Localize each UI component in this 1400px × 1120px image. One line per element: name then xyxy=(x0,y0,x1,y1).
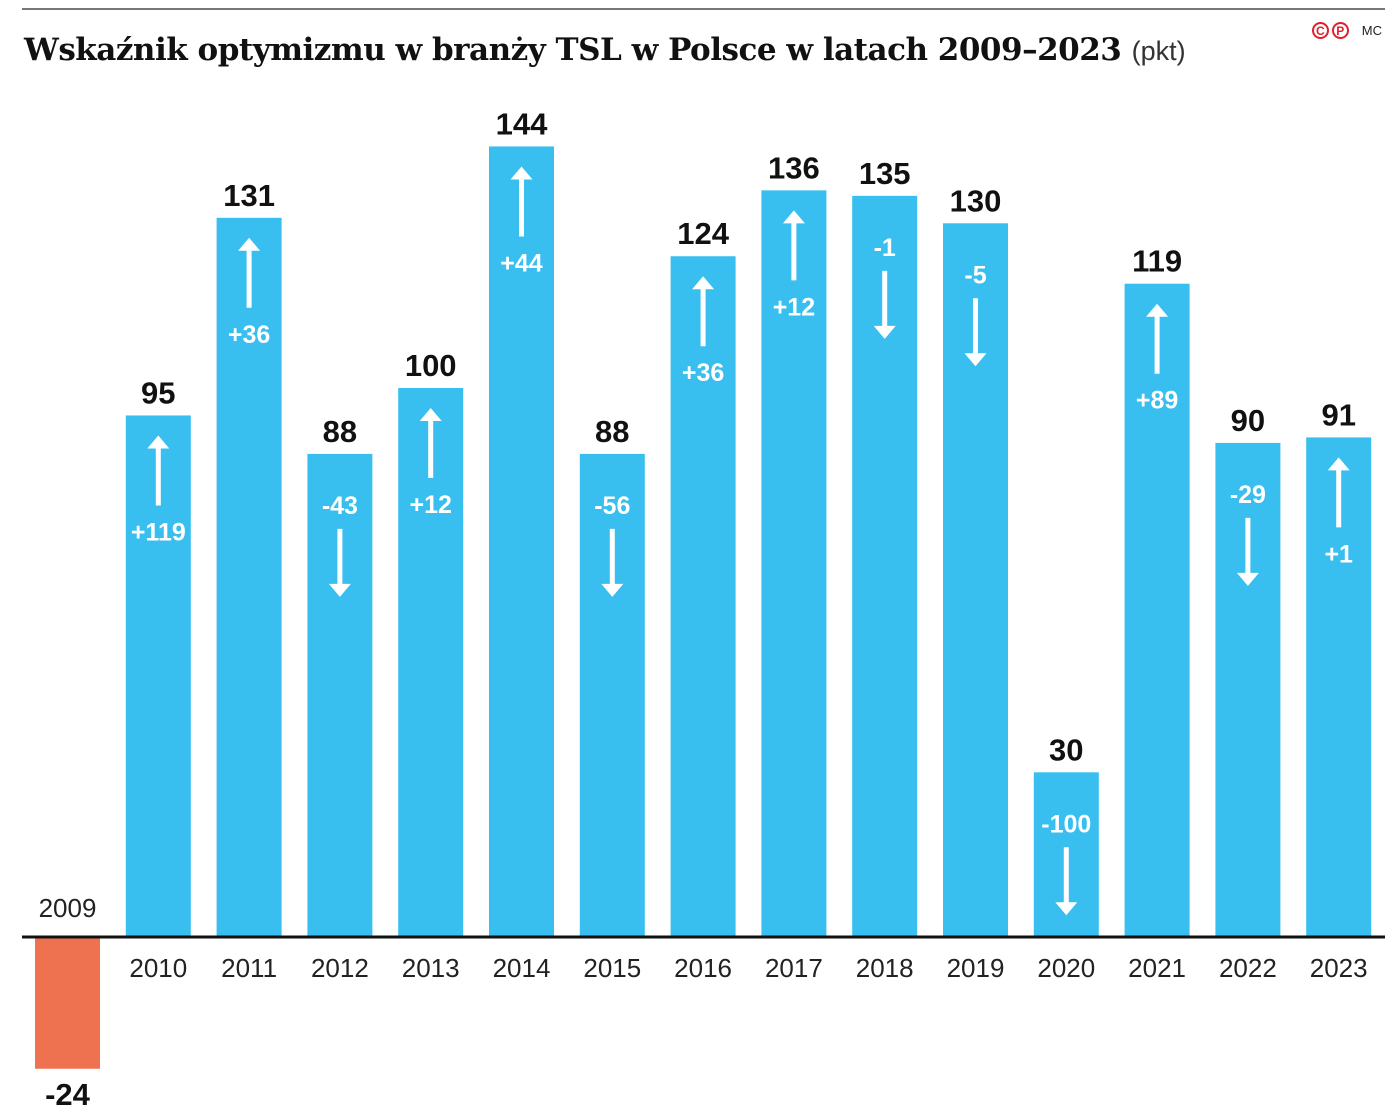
value-label-2020: 30 xyxy=(1049,732,1083,767)
change-label-2020: -100 xyxy=(1041,810,1091,838)
change-label-2016: +36 xyxy=(682,359,724,387)
bar-2011 xyxy=(216,217,282,937)
change-label-2017: +12 xyxy=(773,293,815,321)
year-label-2020: 2020 xyxy=(1037,953,1095,983)
arrow-down-icon xyxy=(328,528,351,597)
value-label-2022: 90 xyxy=(1231,403,1265,438)
arrow-down-icon xyxy=(1236,517,1259,586)
arrow-up-icon xyxy=(1146,303,1169,374)
chart-title: Wskaźnik optymizmu w branży TSL w Polsce… xyxy=(24,32,1186,68)
value-label-2021: 119 xyxy=(1132,244,1182,279)
year-label-2014: 2014 xyxy=(493,953,551,983)
year-label-2011: 2011 xyxy=(221,953,277,983)
year-label-2013: 2013 xyxy=(402,953,460,983)
value-label-2013: 100 xyxy=(405,348,457,383)
copyright-icon: C xyxy=(1311,22,1329,39)
year-label-2009: 2009 xyxy=(39,893,97,923)
change-label-2012: -43 xyxy=(322,492,358,520)
year-label-2016: 2016 xyxy=(674,953,732,983)
value-label-2017: 136 xyxy=(768,150,820,185)
year-label-2019: 2019 xyxy=(947,953,1005,983)
year-label-2012: 2012 xyxy=(311,953,369,983)
top-rule xyxy=(22,8,1385,10)
change-label-2021: +89 xyxy=(1136,387,1178,415)
year-label-2023: 2023 xyxy=(1310,953,1368,983)
bar-2013 xyxy=(398,388,464,937)
change-label-2022: -29 xyxy=(1230,481,1266,509)
year-label-2021: 2021 xyxy=(1128,953,1186,983)
value-label-2023: 91 xyxy=(1321,397,1355,432)
value-label-2009: -24 xyxy=(45,1077,91,1112)
arrow-up-icon xyxy=(782,210,805,281)
year-label-2018: 2018 xyxy=(856,953,914,983)
value-label-2019: 130 xyxy=(950,183,1002,218)
unit-label: (pkt) xyxy=(1131,36,1186,66)
change-label-2019: -5 xyxy=(964,261,986,289)
arrow-up-icon xyxy=(147,435,170,506)
value-label-2018: 135 xyxy=(859,156,911,191)
change-label-2011: +36 xyxy=(228,321,270,349)
arrow-up-icon xyxy=(419,408,442,478)
arrow-down-icon xyxy=(601,528,624,597)
value-label-2012: 88 xyxy=(323,414,357,449)
change-label-2010: +119 xyxy=(131,518,186,546)
bar-2017 xyxy=(761,190,827,938)
bar-2009 xyxy=(35,937,100,1069)
arrow-up-icon xyxy=(692,276,715,347)
change-label-2023: +1 xyxy=(1324,540,1353,568)
arrow-down-icon xyxy=(1055,847,1078,916)
year-label-2010: 2010 xyxy=(129,953,187,983)
change-label-2018: -1 xyxy=(874,234,896,262)
change-label-2013: +12 xyxy=(409,491,451,519)
arrow-up-icon xyxy=(1327,457,1350,528)
year-label-2017: 2017 xyxy=(765,953,823,983)
arrow-down-icon xyxy=(964,298,987,367)
change-label-2014: +44 xyxy=(500,249,543,277)
value-label-2015: 88 xyxy=(595,414,629,449)
bar-2022 xyxy=(1215,442,1281,937)
title-text: Wskaźnik optymizmu w branży TSL w Polsce… xyxy=(24,32,1122,68)
author-initials: MC xyxy=(1361,23,1382,38)
arrow-down-icon xyxy=(873,270,896,339)
bar-2014 xyxy=(489,146,554,937)
bar-2015 xyxy=(579,453,645,937)
bar-2016 xyxy=(670,256,736,937)
phonogram-icon: P xyxy=(1331,22,1349,39)
change-label-2015: -56 xyxy=(594,492,630,520)
arrow-up-icon xyxy=(510,166,533,237)
arrow-up-icon xyxy=(238,237,261,308)
year-label-2015: 2015 xyxy=(583,953,641,983)
value-label-2010: 95 xyxy=(141,375,175,410)
value-label-2011: 131 xyxy=(223,178,275,213)
year-label-2022: 2022 xyxy=(1219,953,1277,983)
value-label-2014: 144 xyxy=(496,106,548,141)
copyright-logo: C P MC xyxy=(1311,22,1382,39)
value-label-2016: 124 xyxy=(677,216,729,251)
bar-2021 xyxy=(1124,283,1190,937)
bar-2012 xyxy=(307,453,373,937)
